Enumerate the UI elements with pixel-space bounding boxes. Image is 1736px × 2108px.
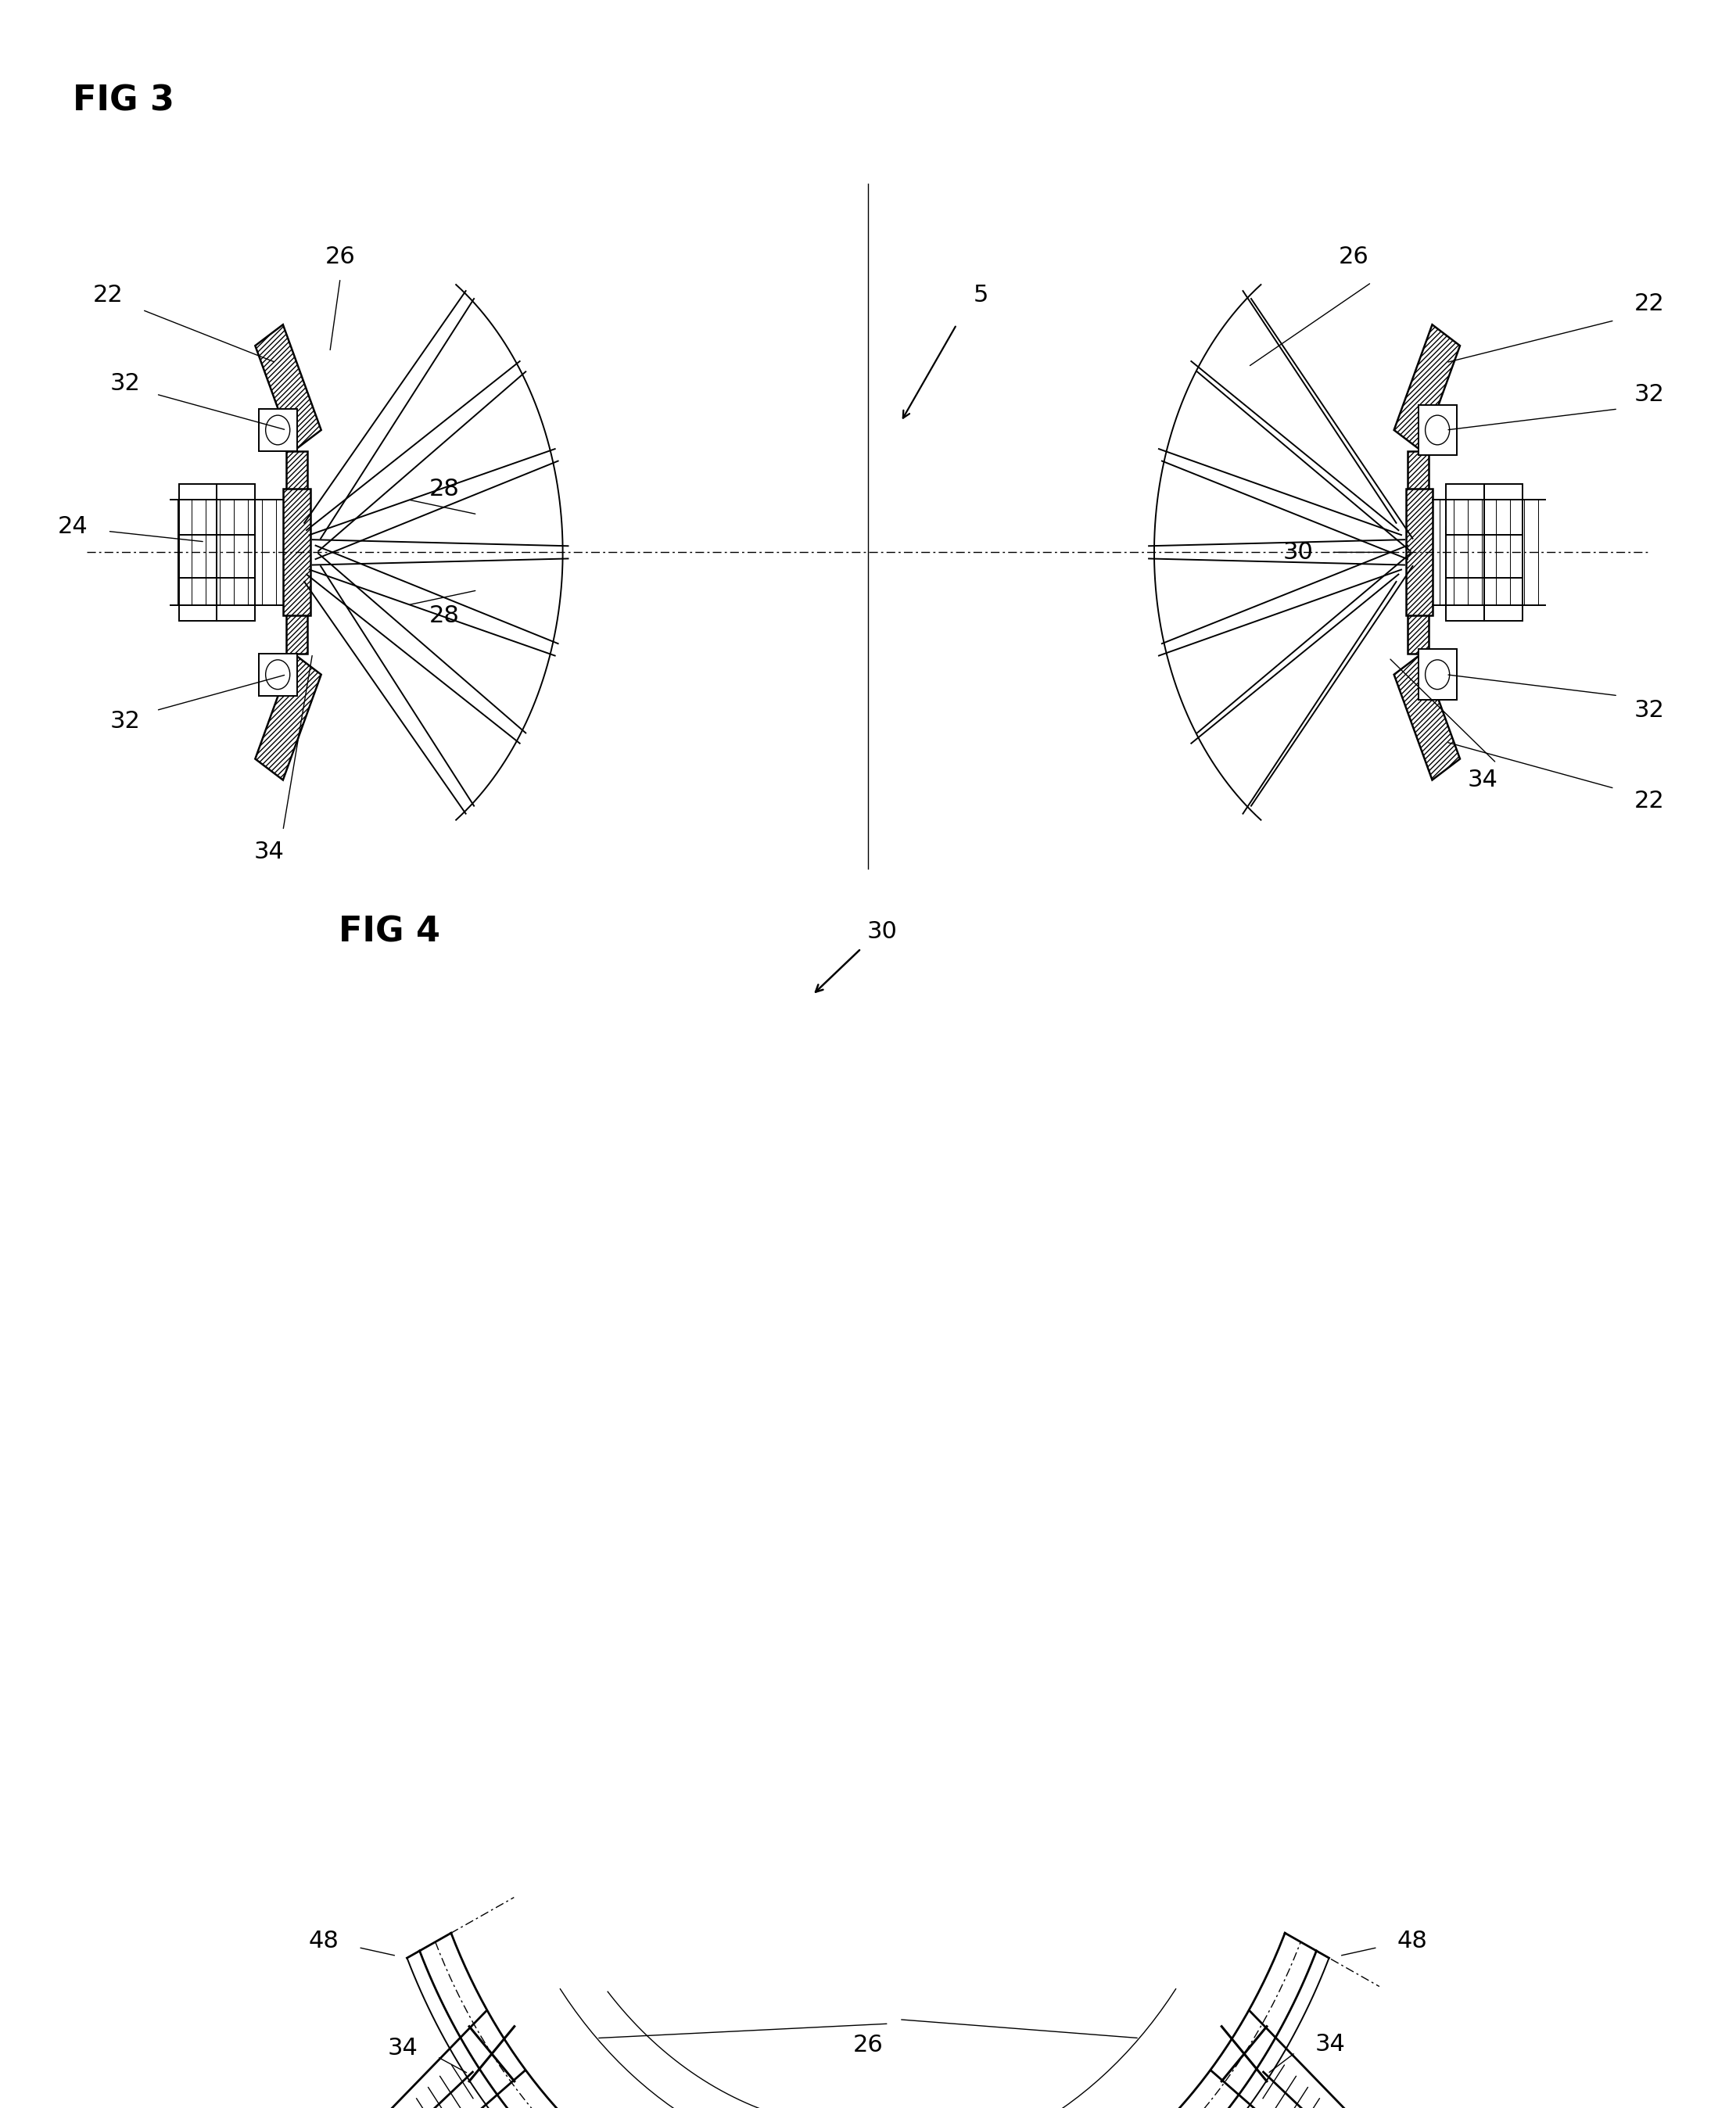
Polygon shape [1408, 451, 1429, 653]
Circle shape [1425, 415, 1450, 445]
Bar [217, 569, 255, 620]
Bar [1418, 649, 1457, 700]
Text: 48: 48 [309, 1929, 339, 1952]
Text: 5: 5 [974, 285, 988, 306]
Polygon shape [1394, 653, 1460, 780]
Text: 34: 34 [253, 841, 285, 862]
Circle shape [266, 415, 290, 445]
Text: 32: 32 [109, 710, 141, 731]
Text: FIG 4: FIG 4 [339, 915, 441, 949]
Text: 28: 28 [429, 479, 460, 500]
Bar [1484, 485, 1522, 535]
Bar [1484, 569, 1522, 620]
Polygon shape [1394, 325, 1460, 451]
Bar [1484, 527, 1522, 578]
Text: 30: 30 [1283, 542, 1314, 563]
Bar [179, 569, 217, 620]
Text: 26: 26 [1338, 247, 1370, 268]
Bar [259, 653, 297, 696]
Polygon shape [283, 489, 311, 616]
Text: 32: 32 [1634, 384, 1665, 405]
Bar [1446, 569, 1484, 620]
Text: 48: 48 [1397, 1929, 1427, 1952]
Polygon shape [1406, 489, 1432, 616]
Bar [179, 485, 217, 535]
Text: 32: 32 [109, 373, 141, 394]
Text: 34: 34 [387, 2036, 418, 2060]
Text: 34: 34 [1467, 769, 1498, 790]
Circle shape [1425, 660, 1450, 689]
Text: 22: 22 [92, 285, 123, 306]
Text: 34: 34 [1314, 2032, 1345, 2055]
Polygon shape [286, 451, 307, 653]
Text: 26: 26 [852, 2034, 884, 2055]
Text: 22: 22 [1634, 293, 1665, 314]
Bar [259, 409, 297, 451]
Bar [217, 527, 255, 578]
Polygon shape [255, 653, 321, 780]
Text: 30: 30 [866, 921, 898, 942]
Text: 22: 22 [1634, 790, 1665, 812]
Text: 28: 28 [429, 605, 460, 626]
Text: FIG 3: FIG 3 [73, 84, 175, 118]
Polygon shape [255, 325, 321, 451]
Circle shape [266, 660, 290, 689]
Bar [179, 527, 217, 578]
Bar [1418, 405, 1457, 455]
Bar [1446, 485, 1484, 535]
Bar [1446, 527, 1484, 578]
Bar [217, 485, 255, 535]
Text: 26: 26 [325, 247, 356, 268]
Text: 24: 24 [57, 516, 89, 538]
Text: 32: 32 [1634, 700, 1665, 721]
